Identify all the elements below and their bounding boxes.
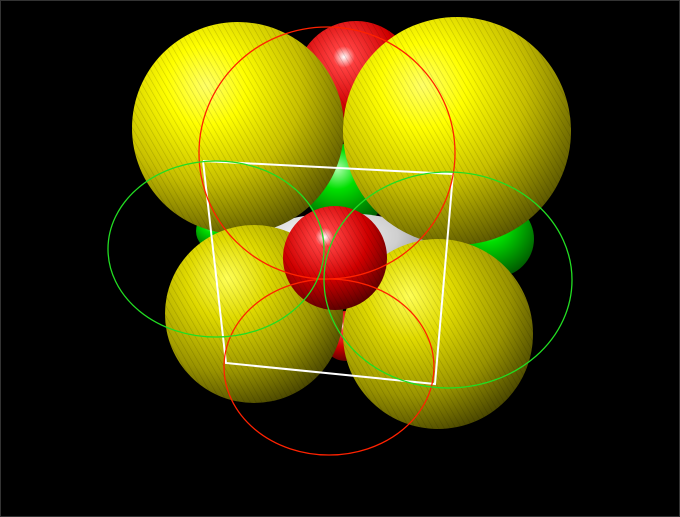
red-orbit-rings: [198, 26, 456, 456]
yellow-sphere-bottom-right: [343, 239, 533, 429]
red-sphere-center: [283, 206, 387, 310]
unit-cell-outline: [202, 160, 455, 386]
yellow-sphere-top-left: [132, 22, 344, 234]
yellow-sphere-top-right: [343, 17, 571, 245]
green-orbit-rings: [107, 160, 573, 389]
